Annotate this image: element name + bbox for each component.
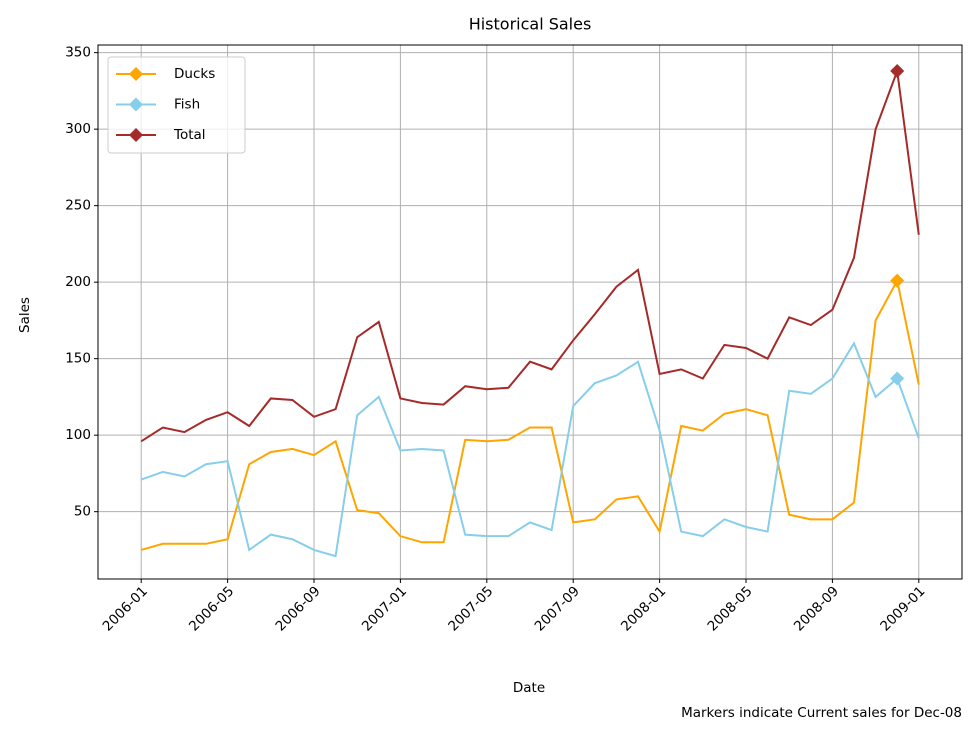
series-line	[140, 341, 920, 558]
series-line	[140, 277, 920, 551]
y-tick-label: 200	[65, 274, 91, 290]
legend-box	[107, 56, 246, 154]
x-tick-label: 2009-01	[877, 583, 928, 634]
marker	[890, 64, 905, 79]
note: Markers indicate Current sales for Dec-0…	[681, 705, 962, 721]
x-tick-label: 2007-01	[359, 583, 410, 634]
x-tick-label: 2006-05	[186, 583, 237, 634]
y-tick-label: 100	[65, 427, 91, 443]
legend: Ducks Fish Total	[107, 56, 246, 154]
x-axis-label: Date	[513, 680, 545, 696]
x-tick-label: 2007-05	[445, 583, 496, 634]
legend-label: Ducks	[174, 66, 215, 82]
marker	[890, 273, 905, 288]
legend-marker	[129, 97, 143, 112]
chart-title: Historical Sales	[469, 15, 592, 34]
legend-label: Fish	[174, 97, 200, 113]
series-line	[140, 70, 920, 443]
x-tick-label: 2006-01	[100, 583, 151, 634]
y-axis-label: Sales	[17, 297, 33, 333]
y-tick-label: 250	[65, 198, 91, 214]
y-tick-label: 150	[65, 351, 91, 367]
y-tick-label: 350	[65, 45, 91, 61]
x-tick-label: 2006-09	[272, 583, 323, 634]
marker	[890, 371, 905, 386]
legend-label: Total	[173, 127, 206, 143]
plot-frame	[97, 44, 963, 580]
x-tick-label: 2008-09	[791, 583, 842, 634]
x-tick-label: 2008-05	[704, 583, 755, 634]
x-tick-label: 2008-01	[618, 583, 669, 634]
legend-marker	[129, 128, 143, 142]
y-tick-label: 50	[74, 504, 91, 520]
y-tick-label: 300	[65, 121, 91, 137]
legend-marker	[129, 67, 143, 81]
x-tick-label: 2007-09	[532, 583, 583, 634]
